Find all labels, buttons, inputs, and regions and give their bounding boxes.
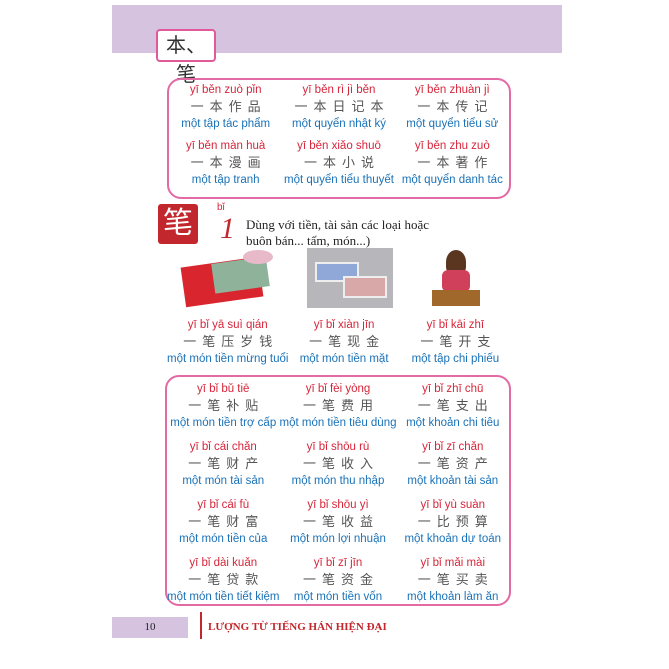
example-item: yī bǐ shōu rù 一笔收入 một món thu nhập xyxy=(280,438,397,489)
pinyin: yī bǐ bǔ tiē xyxy=(197,383,250,395)
vietnamese-meaning: một tập tranh xyxy=(191,174,260,186)
vietnamese-meaning: một món lợi nhuận xyxy=(290,533,386,545)
vietnamese-meaning: một món tiền vốn xyxy=(293,591,383,603)
pinyin: yī bǐ zhī chū xyxy=(422,383,484,395)
example-item: yī bǐ xiàn jīn 一笔现金 một món tiền mặt xyxy=(288,316,399,367)
woman-at-desk-image xyxy=(432,250,480,308)
example-item: yī běn zhu zuò 一本著作 một quyển danh tác xyxy=(396,137,509,188)
pinyin: yī bǐ kāi zhī xyxy=(426,319,485,331)
example-item: yī bǐ dài kuǎn 一笔贷款 một món tiền tiết kiệm xyxy=(167,554,280,605)
example-item: yī bǐ cái chǎn 一笔财产 một món tài sản xyxy=(167,438,280,489)
hanzi: 一比预算 xyxy=(417,515,494,530)
vietnamese-meaning: một món tiền tiêu dùng xyxy=(279,417,397,429)
pinyin: yī bǐ zī jīn xyxy=(313,557,363,569)
hanzi: 一笔支出 xyxy=(417,399,494,414)
example-item: yī bǐ fèi yòng 一笔费用 một món tiền tiêu dùng xyxy=(280,380,397,431)
hanzi: 一笔财产 xyxy=(188,457,265,472)
example-item: yī bǐ yù suàn 一比预算 một khoản dự toán xyxy=(397,496,510,547)
vietnamese-meaning: một quyển tiểu thuyết xyxy=(284,174,394,186)
example-item: yī bǐ bǔ tiē 一笔补贴 một món tiền trợ cấp xyxy=(167,380,280,431)
vietnamese-meaning: một quyển danh tác xyxy=(401,174,503,186)
vietnamese-meaning: một tập chi phiếu xyxy=(411,353,500,365)
pinyin: yī bǐ xiàn jīn xyxy=(313,319,375,331)
hanzi: 一本日记本 xyxy=(294,100,390,115)
vietnamese-meaning: một tập tác phẩm xyxy=(181,118,271,130)
red-envelope-money-image xyxy=(180,250,278,308)
vietnamese-meaning: một món tiền của xyxy=(179,533,268,545)
vietnamese-meaning: một món thu nhập xyxy=(291,475,385,487)
pinyin: yī bǐ shōu yì xyxy=(307,499,369,511)
footer-divider xyxy=(200,612,202,639)
hanzi: 一笔开支 xyxy=(420,335,497,350)
pinyin: yī běn zhu zuò xyxy=(414,140,490,152)
pinyin: yī běn xiǎo shuō xyxy=(297,140,381,152)
pinyin: yī bǐ cái chǎn xyxy=(189,441,257,453)
example-item: yī bǐ zī chǎn 一笔资产 một khoản tài sản xyxy=(397,438,510,489)
cash-stacks-image xyxy=(307,248,393,308)
pinyin: yī bǐ cái fù xyxy=(197,499,250,511)
hanzi: 一本著作 xyxy=(417,156,494,171)
vietnamese-meaning: một khoản dự toán xyxy=(404,533,502,545)
usage-number: 1 xyxy=(220,212,235,245)
section-tag: 本、笔 xyxy=(156,29,216,86)
example-item: yī bǐ yā suì qián 一笔压岁钱 một món tiền mừng … xyxy=(167,316,288,367)
vietnamese-meaning: một món tài sản xyxy=(182,475,265,487)
vietnamese-meaning: một quyển tiểu sử xyxy=(406,118,499,130)
pinyin: yī bǐ zī chǎn xyxy=(422,441,484,453)
vietnamese-meaning: một quyển nhật ký xyxy=(292,118,386,130)
usage-description: Dùng với tiền, tài sản các loại hoặc buô… xyxy=(246,217,429,249)
book-title: LƯỢNG TỪ TIẾNG HÁN HIỆN ĐẠI xyxy=(208,621,387,633)
desc-line: Dùng với tiền, tài sản các loại hoặc xyxy=(246,217,430,232)
character-pinyin: bǐ xyxy=(217,202,225,213)
hanzi: 一笔费用 xyxy=(302,399,379,414)
example-item: yī běn zhuàn jì 一本传记 một quyển tiểu sử xyxy=(396,81,509,132)
pinyin: yī běn màn huà xyxy=(186,140,266,152)
pinyin: yī běn rì jì běn xyxy=(302,84,376,96)
example-item: yī bǐ cái fù 一笔财富 một món tiền của xyxy=(167,496,280,547)
hanzi: 一笔现金 xyxy=(309,335,386,350)
hanzi: 一本作品 xyxy=(190,100,267,115)
example-item: yī bǐ mǎi mài 一笔买卖 một khoản làm ăn xyxy=(397,554,510,605)
pinyin: yī bǐ dài kuǎn xyxy=(189,557,258,569)
pinyin: yī bǐ yù suàn xyxy=(420,499,486,511)
examples-box-ben: yī běn zuò pǐn 一本作品 một tập tác phẩm yī běn… xyxy=(167,78,511,199)
vietnamese-meaning: một món tiền tiết kiệm xyxy=(167,591,280,603)
pinyin: yī bǐ shōu rù xyxy=(306,441,370,453)
hanzi: 一笔收入 xyxy=(302,457,379,472)
hanzi: 一本小说 xyxy=(303,156,380,171)
example-item: yī bǐ kāi zhī 一笔开支 một tập chi phiếu xyxy=(400,316,511,367)
vietnamese-meaning: một món tiền mừng tuổi xyxy=(167,353,289,365)
pinyin: yī běn zuò pǐn xyxy=(189,84,262,96)
hanzi: 一笔收益 xyxy=(302,515,379,530)
example-item: yī běn xiǎo shuō 一本小说 một quyển tiểu thuyế… xyxy=(282,137,395,188)
example-item: yī běn rì jì běn 一本日记本 một quyển nhật ký xyxy=(282,81,395,132)
vietnamese-meaning: một khoản chi tiêu xyxy=(406,417,500,429)
pinyin: yī bǐ mǎi mài xyxy=(420,557,486,569)
example-item: yī bǐ zī jīn 一笔资金 một món tiền vốn xyxy=(280,554,397,605)
pinyin: yī bǐ yā suì qián xyxy=(187,319,268,331)
hanzi: 一笔压岁钱 xyxy=(183,335,279,350)
hanzi: 一笔资金 xyxy=(302,573,379,588)
page-number: 10 xyxy=(112,617,188,638)
example-item: yī běn zuò pǐn 一本作品 một tập tác phẩm xyxy=(169,81,282,132)
hanzi: 一本漫画 xyxy=(190,156,267,171)
example-item: yī bǐ zhī chū 一笔支出 một khoản chi tiêu xyxy=(397,380,510,431)
hanzi: 一本传记 xyxy=(417,100,494,115)
example-item: yī bǐ shōu yì 一笔收益 một món lợi nhuận xyxy=(280,496,397,547)
vietnamese-meaning: một khoản tài sản xyxy=(407,475,499,487)
examples-box-bi: yī bǐ bǔ tiē 一笔补贴 một món tiền trợ cấp yī b… xyxy=(165,375,511,606)
hanzi: 一笔财富 xyxy=(188,515,265,530)
vietnamese-meaning: một khoản làm ăn xyxy=(407,591,499,603)
hanzi: 一笔补贴 xyxy=(188,399,265,414)
hanzi: 一笔资产 xyxy=(417,457,494,472)
character-badge: 笔 xyxy=(158,204,198,244)
pinyin: yī bǐ fèi yòng xyxy=(305,383,371,395)
desc-line: buôn bán... tấm, món...) xyxy=(246,233,371,248)
vietnamese-meaning: một món tiền trợ cấp xyxy=(170,417,277,429)
hanzi: 一笔买卖 xyxy=(417,573,494,588)
example-item: yī běn màn huà 一本漫画 một tập tranh xyxy=(169,137,282,188)
pinyin: yī běn zhuàn jì xyxy=(414,84,490,96)
hanzi: 一笔贷款 xyxy=(188,573,265,588)
vietnamese-meaning: một món tiền mặt xyxy=(299,353,389,365)
